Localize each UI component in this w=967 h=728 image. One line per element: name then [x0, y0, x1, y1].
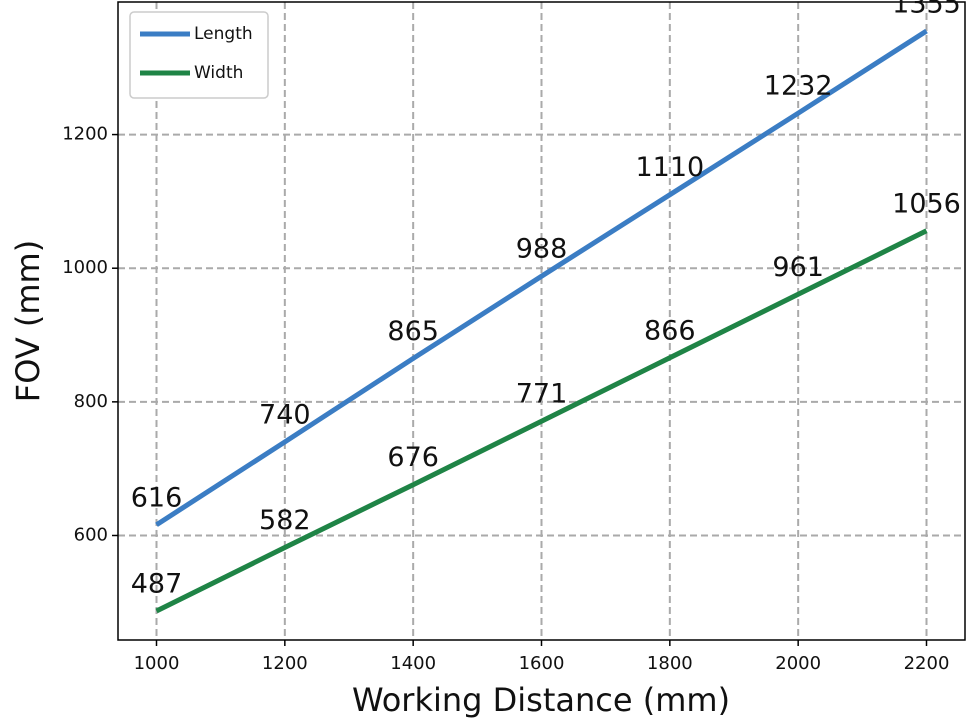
- x-tick-label: 2200: [904, 653, 950, 674]
- data-line: [155, 228, 928, 614]
- x-tick-label: 1400: [390, 653, 436, 674]
- value-label: 676: [387, 442, 439, 473]
- y-tick-label: 1200: [62, 124, 108, 145]
- value-label: 487: [131, 569, 183, 600]
- value-label: 740: [259, 399, 311, 430]
- value-label: 866: [644, 315, 696, 346]
- y-tick-label: 1000: [62, 257, 108, 278]
- value-label: 582: [259, 505, 311, 536]
- x-tick-label: 1600: [519, 653, 565, 674]
- value-label: 1056: [892, 188, 961, 219]
- x-tick-label: 1800: [647, 653, 693, 674]
- legend: Length Width: [129, 11, 269, 99]
- value-label: 865: [387, 316, 439, 347]
- x-tick-label: 1000: [134, 653, 180, 674]
- value-label: 1232: [764, 71, 833, 102]
- value-label: 961: [772, 252, 824, 283]
- value-label: 988: [516, 234, 568, 265]
- value-label: 616: [131, 482, 183, 513]
- value-label: 1110: [635, 152, 704, 183]
- legend-label: Width: [194, 63, 243, 83]
- y-tick-label: 600: [74, 524, 108, 545]
- y-axis-label: FOV (mm): [9, 240, 47, 402]
- x-tick-label: 1200: [262, 653, 308, 674]
- y-tick-label: 800: [74, 391, 108, 412]
- value-label: 1355: [892, 0, 961, 20]
- x-tick-label: 2000: [775, 653, 821, 674]
- legend-label: Length: [194, 24, 253, 44]
- x-axis-label: Working Distance (mm): [352, 681, 730, 719]
- plot-frame: [117, 1, 966, 641]
- data-line: [155, 28, 928, 527]
- value-label: 771: [516, 379, 568, 410]
